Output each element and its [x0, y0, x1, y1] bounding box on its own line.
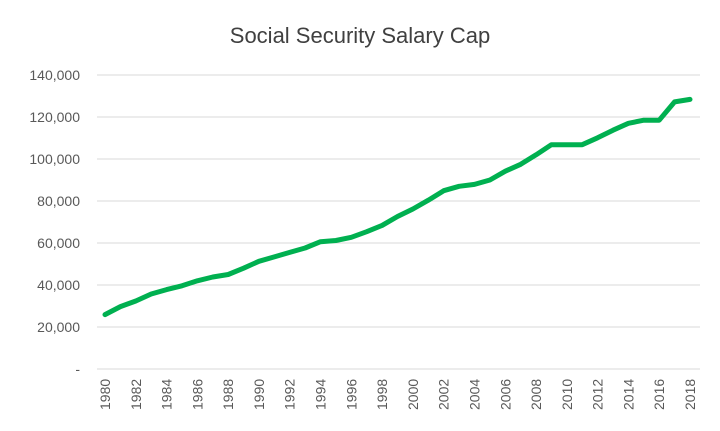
y-tick-label: 80,000 [37, 193, 80, 209]
x-tick-label: 1992 [282, 379, 298, 410]
chart-title: Social Security Salary Cap [230, 23, 490, 48]
x-tick-label: 1996 [343, 379, 359, 410]
y-tick-label: 20,000 [37, 319, 80, 335]
x-tick-label: 1990 [251, 379, 267, 410]
y-tick-label: 140,000 [29, 67, 80, 83]
x-tick-label: 1986 [189, 379, 205, 410]
x-tick-label: 2012 [590, 379, 606, 410]
series-line [102, 96, 693, 318]
x-tick-label: 2018 [682, 379, 698, 410]
x-tick-label: 2006 [497, 379, 513, 410]
x-tick-label: 2008 [528, 379, 544, 410]
x-tick-label: 1982 [128, 379, 144, 410]
x-tick-label: 2010 [559, 379, 575, 410]
x-tick-label: 2014 [620, 379, 636, 410]
x-tick-label: 1998 [374, 379, 390, 410]
y-tick-label: 120,000 [29, 109, 80, 125]
x-tick-label: 2000 [405, 379, 421, 410]
y-tick-label: 100,000 [29, 151, 80, 167]
y-tick-label: 40,000 [37, 277, 80, 293]
x-tick-label: 2004 [466, 379, 482, 410]
y-tick-label: 60,000 [37, 235, 80, 251]
x-tick-label: 1980 [97, 379, 113, 410]
x-tick-label: 1988 [220, 379, 236, 410]
x-tick-label: 2016 [651, 379, 667, 410]
y-tick-label: - [75, 361, 80, 377]
x-tick-label: 1994 [313, 379, 329, 410]
x-tick-label: 2002 [436, 379, 452, 410]
x-tick-label: 1984 [159, 379, 175, 410]
